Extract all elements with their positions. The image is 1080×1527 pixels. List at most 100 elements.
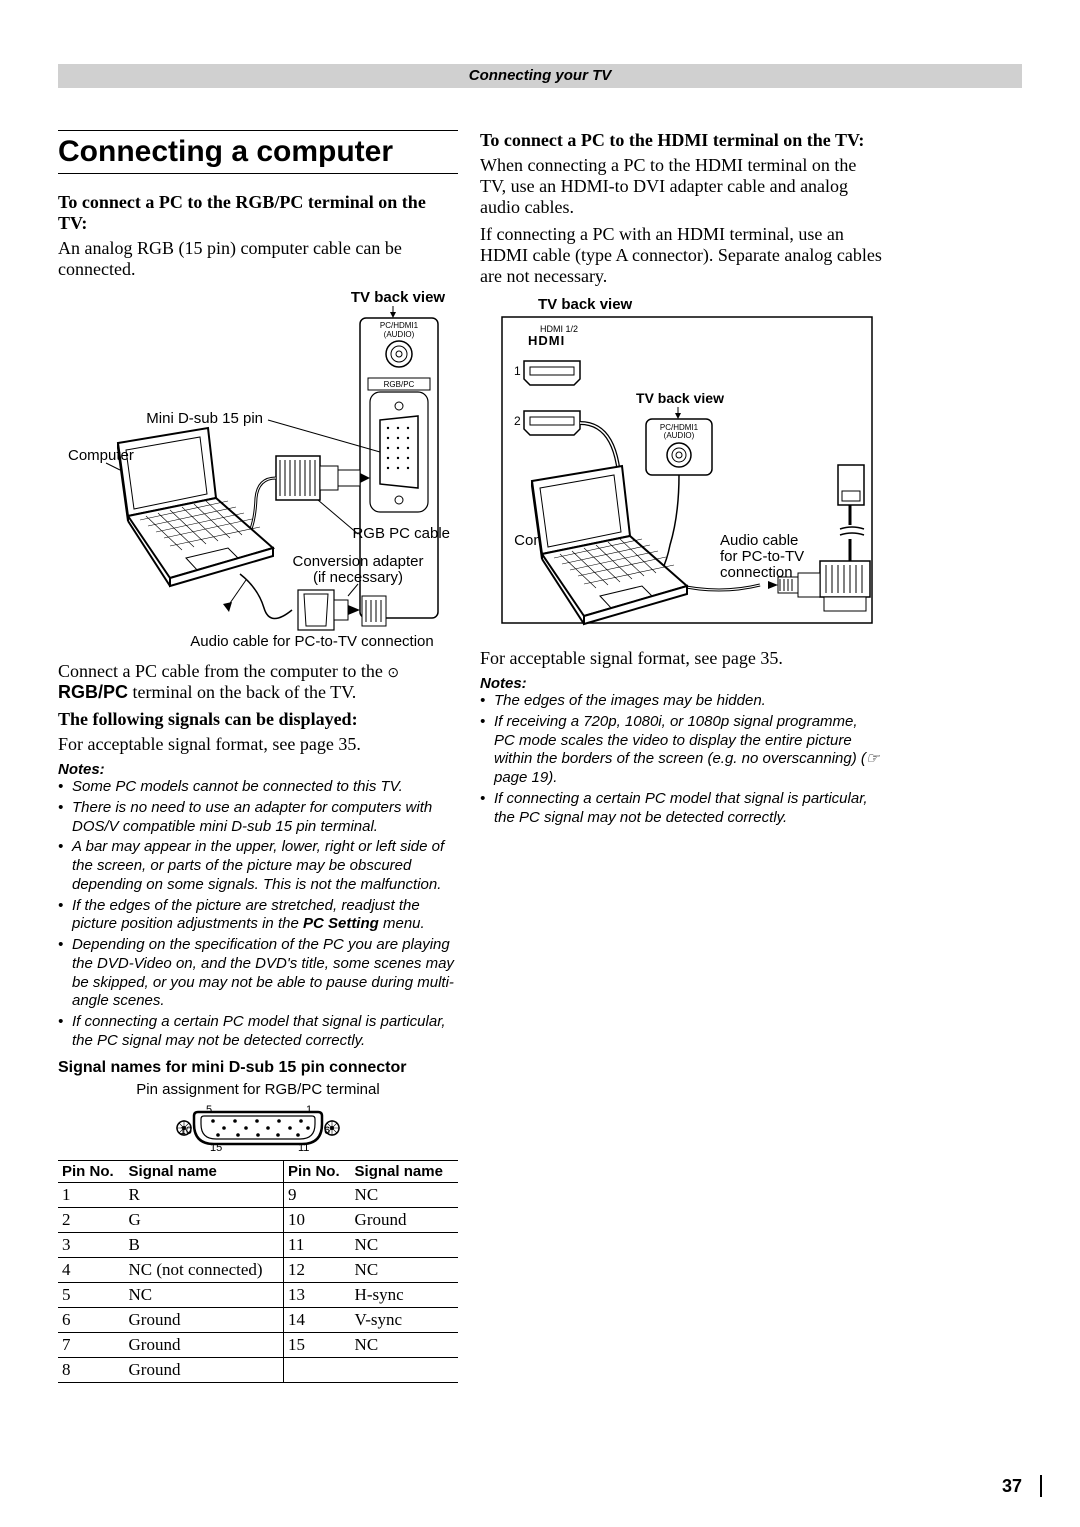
svg-text:(AUDIO): (AUDIO) — [384, 330, 415, 339]
table-cell: NC — [351, 1332, 458, 1357]
left-h2: The following signals can be displayed: — [58, 709, 458, 730]
svg-text:1: 1 — [514, 364, 521, 378]
note-item: If connecting a certain PC model that si… — [58, 1013, 458, 1051]
table-cell: 12 — [283, 1257, 350, 1282]
table-cell: NC — [351, 1182, 458, 1207]
right-notes-list: The edges of the images may be hidden. If… — [480, 692, 882, 827]
note-item: The edges of the images may be hidden. — [480, 692, 882, 711]
svg-text:RGB PC cable: RGB PC cable — [352, 525, 450, 542]
table-row: 2G10Ground — [58, 1207, 458, 1232]
table-cell: R — [125, 1182, 284, 1207]
table-cell: NC — [351, 1232, 458, 1257]
left-notes-list: Some PC models cannot be connected to th… — [58, 778, 458, 1051]
svg-text:HDMI: HDMI — [528, 333, 565, 348]
note-item: If connecting a certain PC model that si… — [480, 790, 882, 828]
svg-text:1: 1 — [306, 1104, 312, 1116]
table-cell: 10 — [283, 1207, 350, 1232]
table-cell: NC (not connected) — [125, 1257, 284, 1282]
table-row: 1R9NC — [58, 1182, 458, 1207]
table-cell — [283, 1357, 350, 1382]
table-cell: Ground — [125, 1332, 284, 1357]
table-cell — [351, 1357, 458, 1382]
table-cell: G — [125, 1207, 284, 1232]
table-row: 3B11NC — [58, 1232, 458, 1257]
svg-text:2: 2 — [514, 414, 521, 428]
svg-text:PC/HDMI1: PC/HDMI1 — [380, 321, 419, 330]
page-number: 37 — [1002, 1476, 1022, 1497]
svg-text:5: 5 — [206, 1104, 212, 1116]
table-row: 7Ground15NC — [58, 1332, 458, 1357]
diagram-hdmi: TV back view HDMI 1/2 HDMI 1 2 TV back v… — [480, 295, 882, 640]
svg-text:RGB/PC: RGB/PC — [384, 380, 415, 389]
left-p2: Connect a PC cable from the computer to … — [58, 661, 458, 703]
note-item: Depending on the specification of the PC… — [58, 936, 458, 1011]
table-cell: 5 — [58, 1282, 125, 1307]
left-column: Connecting a computer To connect a PC to… — [58, 130, 458, 1383]
svg-text:for PC-to-TV: for PC-to-TV — [720, 548, 804, 565]
right-notes-title: Notes: — [480, 675, 882, 692]
table-cell: 8 — [58, 1357, 125, 1382]
svg-text:(AUDIO): (AUDIO) — [664, 431, 695, 440]
svg-text:Conversion adapter: Conversion adapter — [293, 553, 424, 570]
table-cell: 3 — [58, 1232, 125, 1257]
right-h1: To connect a PC to the HDMI terminal on … — [480, 130, 882, 151]
left-h1: To connect a PC to the RGB/PC terminal o… — [58, 192, 458, 234]
table-cell: 9 — [283, 1182, 350, 1207]
table-cell: 14 — [283, 1307, 350, 1332]
table-cell: Ground — [351, 1207, 458, 1232]
table-row: 5NC13H-sync — [58, 1282, 458, 1307]
svg-text:11: 11 — [298, 1142, 309, 1152]
table-cell: 15 — [283, 1332, 350, 1357]
note-item: Some PC models cannot be connected to th… — [58, 778, 458, 797]
note-item: If receiving a 720p, 1080i, or 1080p sig… — [480, 713, 882, 788]
table-cell: 6 — [58, 1307, 125, 1332]
note-item: There is no need to use an adapter for c… — [58, 799, 458, 837]
laptop-icon — [532, 466, 687, 624]
svg-text:Mini D-sub 15 pin: Mini D-sub 15 pin — [146, 410, 263, 427]
audio-cable-caption: Audio cable for PC-to-TV connection — [190, 633, 433, 648]
table-cell: 13 — [283, 1282, 350, 1307]
table-cell: NC — [351, 1257, 458, 1282]
table-header: Pin No. — [283, 1160, 350, 1182]
table-row: 6Ground14V-sync — [58, 1307, 458, 1332]
table-row: 8Ground — [58, 1357, 458, 1382]
svg-text:connection: connection — [720, 564, 793, 581]
svg-text:(if necessary): (if necessary) — [313, 569, 403, 586]
table-cell: B — [125, 1232, 284, 1257]
tv-back-view-label: TV back view — [351, 289, 446, 306]
svg-text:15: 15 — [210, 1142, 222, 1152]
table-cell: NC — [125, 1282, 284, 1307]
table-cell: H-sync — [351, 1282, 458, 1307]
table-header: Pin No. — [58, 1160, 125, 1182]
right-p3: For acceptable signal format, see page 3… — [480, 648, 882, 669]
note-item: A bar may appear in the upper, lower, ri… — [58, 838, 458, 894]
signal-heading: Signal names for mini D-sub 15 pin conne… — [58, 1059, 458, 1077]
left-p3: For acceptable signal format, see page 3… — [58, 734, 458, 755]
svg-text:Audio cable: Audio cable — [720, 532, 798, 549]
table-cell: Ground — [125, 1357, 284, 1382]
chapter-bar: Connecting your TV — [58, 64, 1022, 88]
dsub-connector-icon: 5 10 15 1 6 11 — [168, 1104, 348, 1152]
pin-table: Pin No.Signal namePin No.Signal name 1R9… — [58, 1160, 458, 1383]
left-notes-title: Notes: — [58, 761, 458, 778]
laptop-icon — [118, 428, 273, 586]
left-p1: An analog RGB (15 pin) computer cable ca… — [58, 238, 458, 280]
table-cell: 7 — [58, 1332, 125, 1357]
page-number-bar — [1040, 1475, 1042, 1497]
note-item: If the edges of the picture are stretche… — [58, 897, 458, 935]
table-cell: 11 — [283, 1232, 350, 1257]
svg-text:TV back view: TV back view — [538, 296, 633, 313]
table-row: 4NC (not connected)12NC — [58, 1257, 458, 1282]
diagram-rgb-pc: TV back view PC/HDMI1 (AUDIO) RGB/PC — [58, 288, 458, 653]
table-cell: Ground — [125, 1307, 284, 1332]
svg-text:6: 6 — [324, 1125, 330, 1137]
table-cell: 1 — [58, 1182, 125, 1207]
right-column: To connect a PC to the HDMI terminal on … — [480, 130, 882, 829]
right-p2: If connecting a PC with an HDMI terminal… — [480, 224, 882, 287]
table-cell: 2 — [58, 1207, 125, 1232]
section-title: Connecting a computer — [58, 130, 458, 174]
right-p1: When connecting a PC to the HDMI termina… — [480, 155, 882, 218]
table-cell: V-sync — [351, 1307, 458, 1332]
table-header: Signal name — [351, 1160, 458, 1182]
table-cell: 4 — [58, 1257, 125, 1282]
